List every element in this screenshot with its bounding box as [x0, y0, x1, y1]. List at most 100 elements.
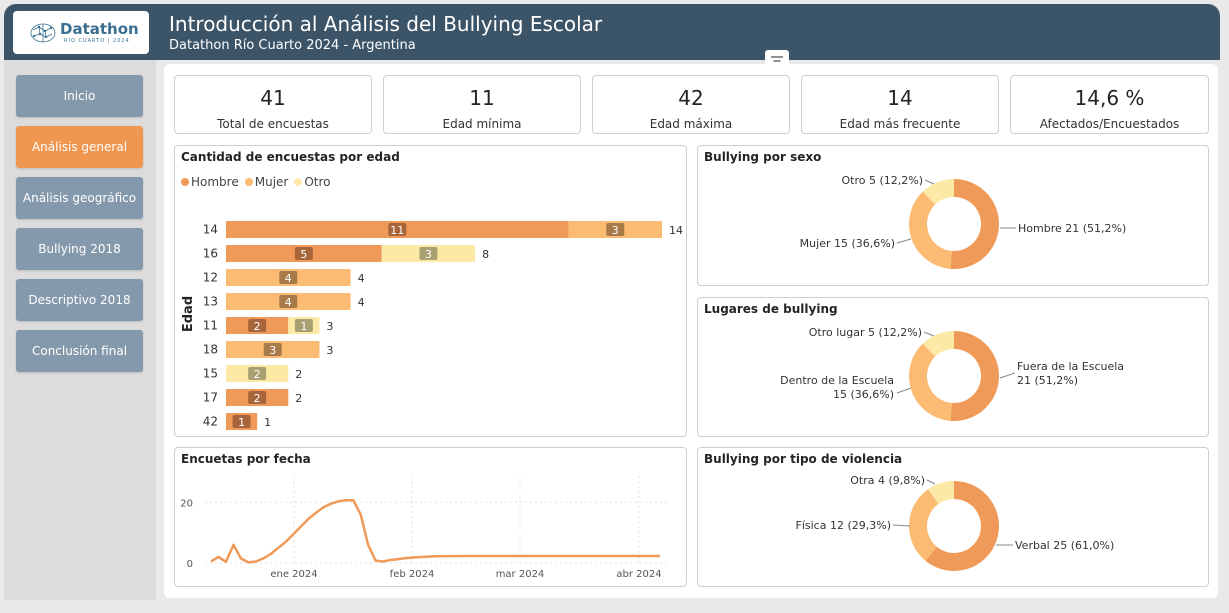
data-label: 3 [425, 248, 432, 261]
slice-label: Otra 4 (9,8%) [850, 474, 925, 487]
data-label: 2 [254, 320, 261, 333]
line-chart-card: Encuetas por fecha 0 20 ene 2024 feb 2024 ma… [174, 447, 687, 587]
data-label: 1 [238, 416, 245, 429]
x-tick-label: ene 2024 [270, 569, 317, 580]
data-label: 3 [269, 344, 276, 357]
data-label: 5 [300, 248, 307, 261]
leader-line [924, 179, 935, 185]
total-label: 2 [295, 392, 302, 405]
leader-line [923, 331, 935, 337]
total-label: 2 [295, 368, 302, 381]
leader-line [926, 479, 936, 485]
data-label-bg [279, 295, 298, 308]
brain-network-icon [30, 23, 56, 43]
donut-slice [922, 179, 954, 205]
donut-slice [909, 191, 952, 269]
data-label-bg [248, 367, 267, 380]
legend-item-otro[interactable]: Otro [294, 175, 331, 189]
slice-label: Dentro de la Escuela [780, 374, 894, 387]
data-label: 1 [300, 320, 307, 333]
donut-title: Bullying por sexo [704, 150, 822, 164]
nav-analisis-general[interactable]: Análisis general [16, 126, 143, 168]
kpi-value: 14 [887, 86, 913, 110]
data-label: 2 [254, 392, 261, 405]
data-label-bg [263, 343, 282, 356]
line-chart-title: Encuetas por fecha [181, 452, 311, 466]
kpi-value: 14,6 % [1074, 86, 1145, 110]
slice-label: 21 (51,2%) [1017, 374, 1078, 387]
slice-label: Otro lugar 5 (12,2%) [809, 326, 922, 339]
data-label-bg [294, 247, 313, 260]
header-bar: Datathon RÍO CUARTO | 2024 Introducción … [4, 4, 1220, 60]
kpi-label: Total de encuestas [217, 117, 329, 131]
donut-slice [909, 489, 939, 561]
slice-label: Mujer 15 (36,6%) [800, 237, 895, 250]
donut-slice [909, 343, 952, 421]
logo-text: Datathon [60, 20, 139, 38]
kpi-value: 11 [469, 86, 495, 110]
sidebar: Inicio Análisis general Análisis geográf… [4, 60, 156, 600]
page-title: Introducción al Análisis del Bullying Es… [169, 12, 603, 36]
total-label: 4 [358, 272, 365, 285]
kpi-card-afectados: 14,6 % Afectados/Encuestados [1010, 75, 1209, 134]
data-label-bg [419, 247, 438, 260]
data-label: 4 [285, 296, 292, 309]
slice-label: Física 12 (29,3%) [796, 519, 891, 532]
donut-title: Bullying por tipo de violencia [704, 452, 903, 466]
total-label: 1 [264, 416, 271, 429]
legend-item-hombre[interactable]: Hombre [181, 175, 239, 189]
legend-item-mujer[interactable]: Mujer [244, 175, 288, 189]
bar-chart-card: Cantidad de encuestas por edad Hombre Mu… [174, 145, 687, 437]
y-tick-label: 0 [187, 559, 193, 570]
line-chart: 0 20 ene 2024 feb 2024 mar 2024 abr 2024 [180, 476, 670, 580]
x-tick-label: feb 2024 [390, 569, 435, 580]
data-label-bg [248, 391, 267, 404]
data-label-bg [388, 223, 407, 236]
logo-subtext: RÍO CUARTO | 2024 [64, 38, 130, 44]
kpi-card-edad-frecuente: 14 Edad más frecuente [801, 75, 999, 134]
data-label: 4 [285, 272, 292, 285]
y-tick-label: 20 [180, 498, 193, 509]
page-subtitle: Datathon Río Cuarto 2024 - Argentina [169, 38, 416, 53]
data-label-bg [606, 223, 625, 236]
main-canvas: 41 Total de encuestas 11 Edad mínima 42 … [164, 64, 1218, 598]
y-tick-label: 12 [203, 271, 218, 285]
data-label-bg [294, 319, 313, 332]
leader-line [999, 372, 1016, 379]
kpi-label: Edad más frecuente [839, 117, 961, 131]
y-tick-label: 16 [203, 247, 218, 261]
kpi-card-total: 41 Total de encuestas [174, 75, 372, 134]
nav-bullying-2018[interactable]: Bullying 2018 [16, 228, 143, 270]
donut-slice [928, 481, 954, 504]
kpi-value: 42 [678, 86, 704, 110]
kpi-label: Edad mínima [442, 117, 522, 131]
bar-chart-title: Cantidad de encuestas por edad [181, 150, 400, 164]
donut-slice [922, 331, 954, 357]
donut-slice [925, 481, 999, 571]
data-label-bg [248, 319, 267, 332]
kpi-value: 41 [260, 86, 286, 110]
donut-slice [950, 179, 1000, 269]
total-label: 3 [326, 344, 333, 357]
bar-chart-legend: Hombre Mujer Otro [181, 175, 333, 189]
donut-slice [950, 331, 1000, 421]
slice-label: Verbal 25 (61,0%) [1015, 539, 1114, 552]
y-tick-label: 17 [203, 391, 218, 405]
donut-title: Lugares de bullying [704, 302, 838, 316]
leader-line [896, 238, 912, 244]
nav-descriptivo-2018[interactable]: Descriptivo 2018 [16, 279, 143, 321]
leader-line [896, 387, 912, 394]
slice-label: 15 (36,6%) [833, 388, 894, 401]
y-tick-label: 18 [203, 343, 218, 357]
slice-label: Fuera de la Escuela [1017, 360, 1124, 373]
data-label: 3 [612, 224, 619, 237]
donut-chart-violencia: Verbal 25 (61,0%) Física 12 (29,3%) Otra 4… [796, 474, 1114, 571]
kpi-label: Afectados/Encuestados [1039, 117, 1180, 131]
nav-inicio[interactable]: Inicio [16, 75, 143, 117]
nav-conclusion-final[interactable]: Conclusión final [16, 330, 143, 372]
donut-card-sexo: Bullying por sexo Hombre 21 (51,2%) Mujer… [697, 145, 1209, 286]
nav-analisis-geografico[interactable]: Análisis geográfico [16, 177, 143, 219]
total-label: 8 [482, 248, 489, 261]
